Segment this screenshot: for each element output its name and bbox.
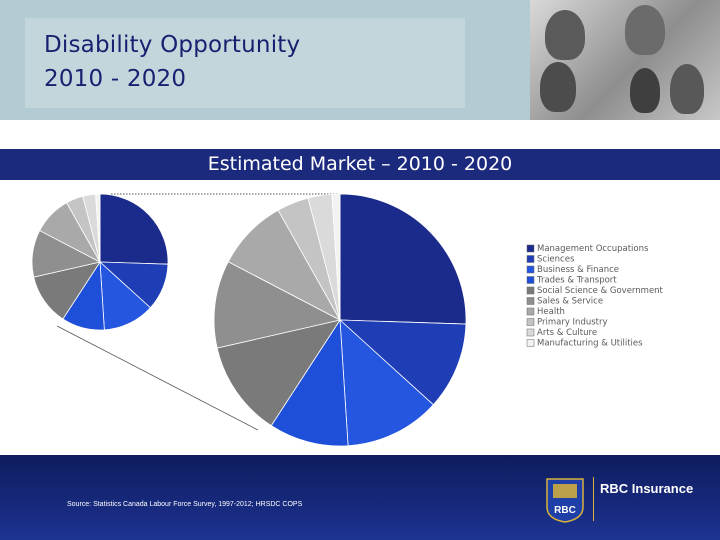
legend-swatch: [526, 328, 535, 337]
connector-bottom: [56, 325, 259, 431]
workers-photo-collage: [530, 0, 720, 120]
big-pie: [213, 193, 467, 447]
chart-title-band: Estimated Market – 2010 - 2020: [0, 149, 720, 180]
legend-label: Business & Finance: [537, 265, 619, 275]
legend-label: Management Occupations: [537, 244, 649, 254]
source-note: Source: Statistics Canada Labour Force S…: [67, 501, 303, 508]
brand-name: RBC Insurance: [600, 481, 694, 496]
worker-figure: [545, 10, 585, 60]
legend-label: Sciences: [537, 255, 575, 265]
legend-swatch: [526, 339, 535, 347]
big-pie-slice-5: [216, 319, 341, 427]
legend-swatch: [526, 276, 535, 284]
legend-swatch: [526, 265, 535, 274]
chart-title: Estimated Market – 2010 - 2020: [207, 153, 513, 175]
legend-swatch: [526, 244, 535, 253]
big-pie-slice-3: [339, 319, 434, 447]
brand-divider: [593, 477, 594, 521]
worker-figure: [540, 62, 576, 112]
rbc-logo-icon: RBC: [546, 478, 584, 523]
worker-figure: [630, 68, 660, 113]
title-box: [25, 18, 465, 108]
legend-label: Trades & Transport: [536, 276, 617, 286]
legend-label: Social Science & Government: [537, 286, 664, 296]
small-pie-slice-10: [95, 193, 101, 263]
big-pie-slice-1: [339, 193, 467, 325]
big-pie-slice-6: [213, 261, 342, 349]
slide-title-line2: 2010 - 2020: [44, 66, 187, 92]
small-pie: [31, 193, 169, 331]
legend-swatch: [526, 307, 535, 316]
legend-label: Primary Industry: [537, 318, 608, 328]
legend-swatch: [526, 286, 535, 295]
big-pie-slice-2: [338, 319, 467, 406]
worker-figure: [625, 5, 665, 55]
big-pie-slice-10: [331, 193, 341, 321]
legend-swatch: [526, 255, 535, 263]
slide-title-line1: Disability Opportunity: [44, 32, 301, 58]
big-pie-slice-4: [270, 318, 349, 447]
legend-label: Arts & Culture: [537, 328, 597, 338]
legend-swatch: [526, 318, 535, 326]
slide-footer: Source: Statistics Canada Labour Force S…: [0, 455, 720, 540]
pie-connectors: [56, 193, 340, 431]
small-pie-slice-1: [99, 193, 169, 265]
legend-swatch: [526, 297, 535, 305]
legend-label: Health: [537, 307, 565, 317]
logo-text: RBC: [554, 505, 576, 516]
legend-label: Manufacturing & Utilities: [537, 339, 643, 349]
legend-label: Sales & Service: [537, 297, 603, 307]
worker-figure: [670, 64, 704, 114]
slide-header: Disability Opportunity 2010 - 2020: [0, 0, 720, 120]
